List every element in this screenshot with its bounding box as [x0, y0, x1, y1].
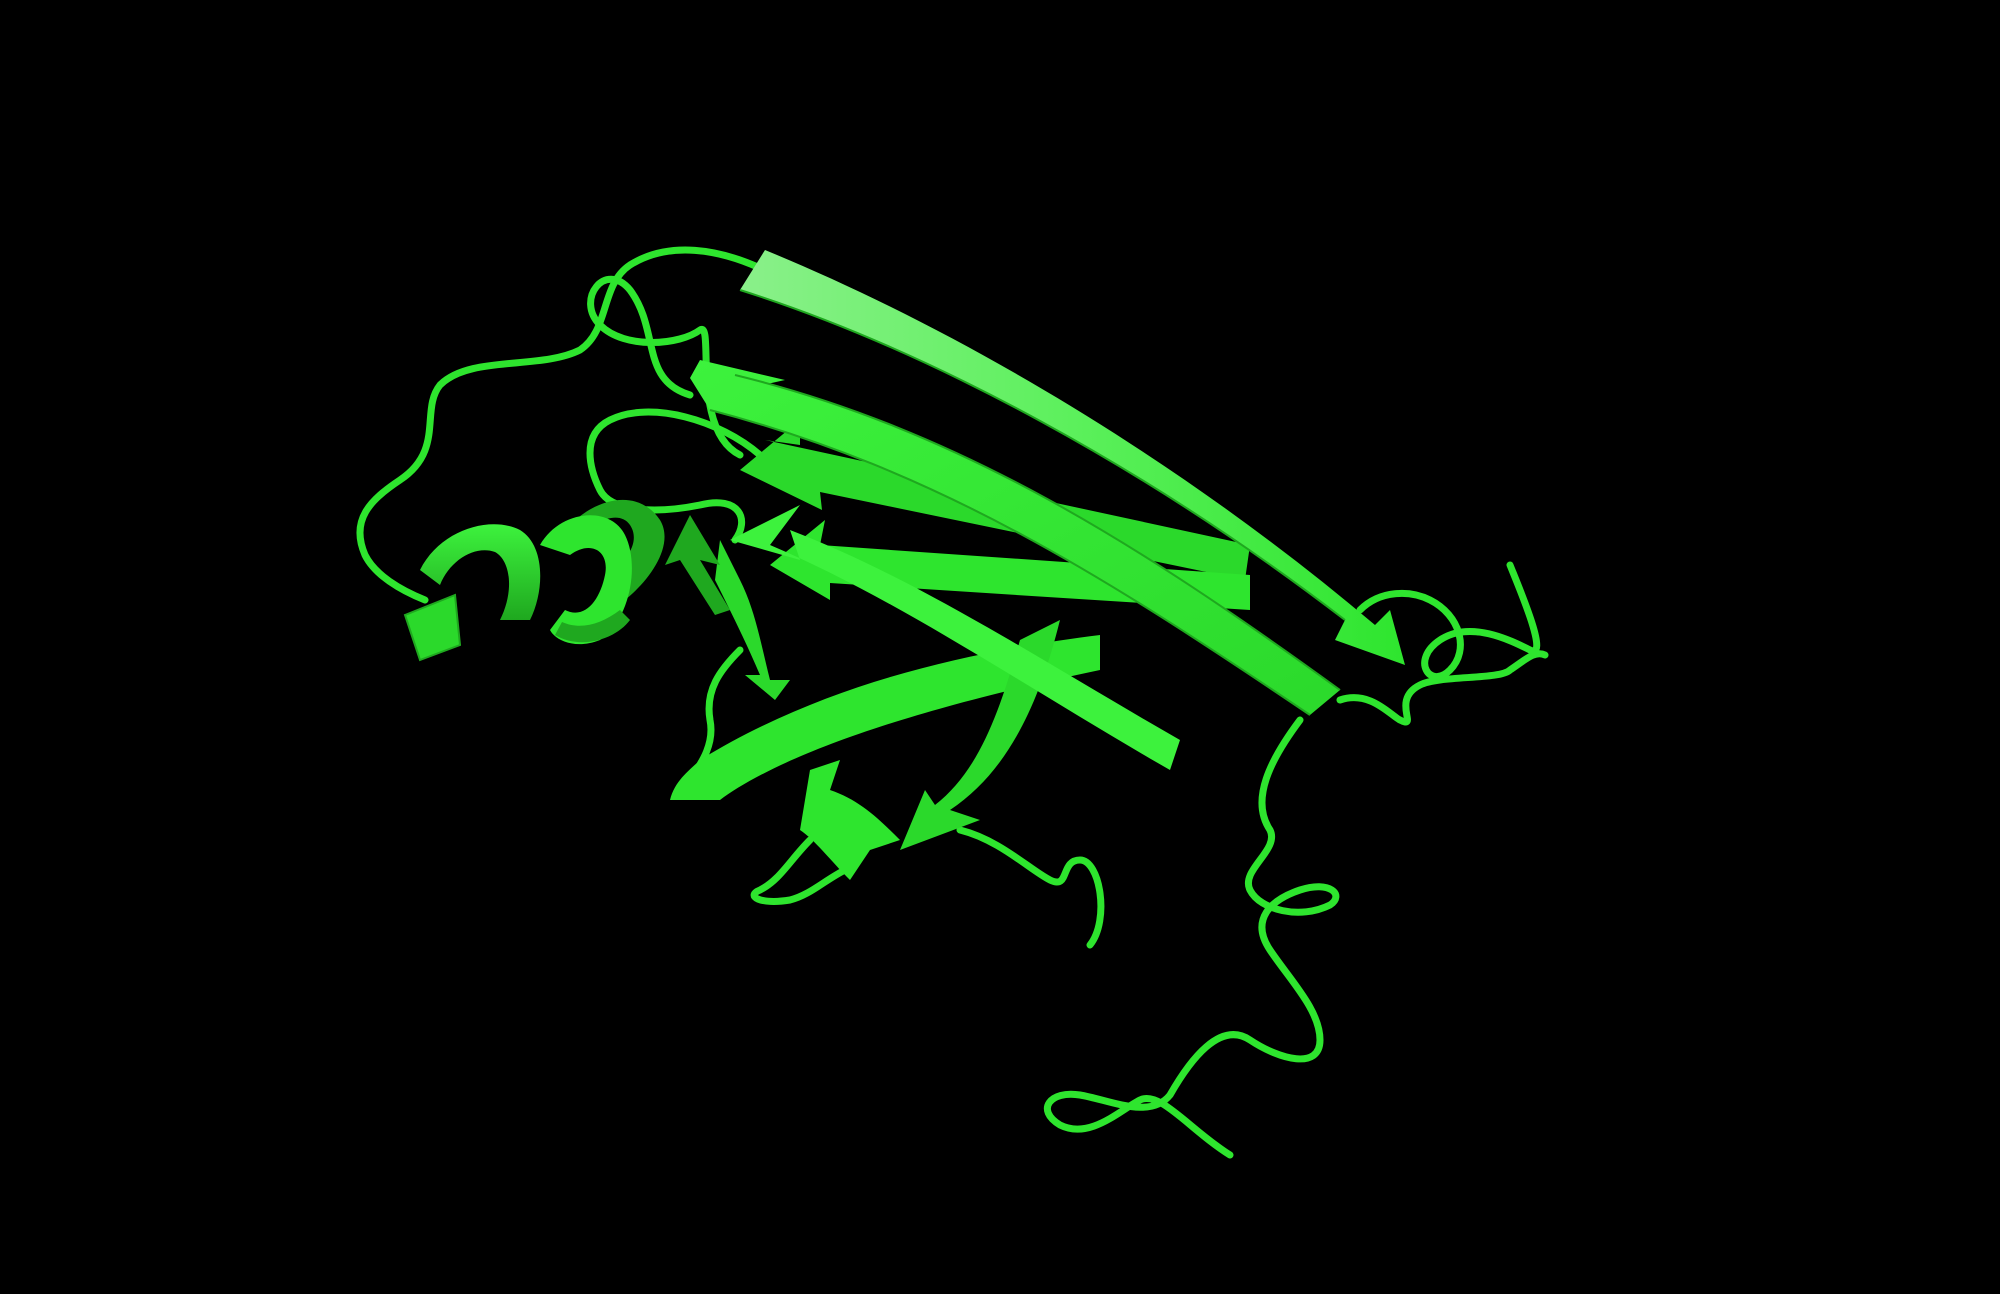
loop-right-upper [1356, 561, 1541, 680]
coil-group [356, 246, 1549, 1159]
loop-bottom-mid [956, 826, 1105, 949]
loop-inner-left [586, 408, 764, 544]
helix-turn-1 [420, 524, 541, 620]
beta-strand-lower-left [800, 760, 900, 880]
beta-strand-mid-arrow [665, 515, 730, 615]
alpha-helix [403, 499, 665, 662]
loop-n-terminal [356, 246, 764, 604]
loop-top-left [587, 275, 744, 459]
beta-sheet [665, 250, 1405, 880]
beta-strand-back-3 [670, 635, 1100, 800]
beta-strand-front-3 [730, 505, 1180, 770]
helix-turn-2 [540, 515, 632, 645]
strand-edges [709, 289, 1346, 716]
helix-c-cap [555, 610, 630, 643]
beta-strand-short-left [715, 540, 790, 700]
loop-right-lower [1336, 650, 1549, 726]
helix-n-cap [403, 593, 462, 662]
loop-c-terminal [1044, 716, 1340, 1159]
loop-bottom-left [750, 836, 849, 905]
